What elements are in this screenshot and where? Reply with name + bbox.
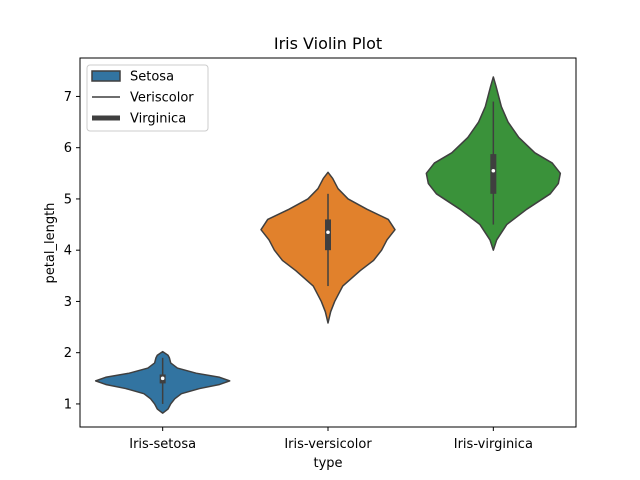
legend-label: Veriscolor: [130, 91, 194, 106]
legend: Setosa Veriscolor Virginica: [86, 64, 209, 132]
legend-label: Virginica: [130, 112, 186, 127]
violins-layer: [94, 76, 562, 414]
iqr-box-iris-virginica: [490, 154, 497, 194]
y-tick-label: 7: [64, 90, 72, 105]
chart-title: Iris Violin Plot: [274, 34, 382, 53]
y-tick-label: 3: [64, 295, 72, 310]
y-tick-label: 6: [64, 141, 72, 156]
x-axis-label: type: [313, 456, 342, 471]
y-tick-label: 1: [64, 397, 72, 412]
legend-swatch-patch: [91, 70, 121, 82]
y-tick-label: 5: [64, 192, 72, 207]
x-tick-label: Iris-virginica: [454, 437, 533, 452]
x-tick-label: Iris-versicolor: [284, 437, 372, 452]
y-axis: 1 2 3 4 5 6 7: [64, 90, 80, 412]
median-marker-iris-setosa: [160, 376, 165, 381]
median-marker-iris-versicolor: [326, 230, 330, 235]
x-axis: Iris-setosa Iris-versicolor Iris-virginica: [129, 427, 533, 452]
x-tick-label: Iris-setosa: [129, 437, 196, 452]
y-tick-label: 2: [64, 346, 72, 361]
iqr-box-iris-versicolor: [325, 219, 331, 251]
y-axis-label: petal_length: [43, 203, 58, 284]
median-marker-iris-virginica: [491, 168, 496, 173]
legend-label: Setosa: [130, 70, 174, 85]
y-tick-label: 4: [64, 244, 72, 259]
